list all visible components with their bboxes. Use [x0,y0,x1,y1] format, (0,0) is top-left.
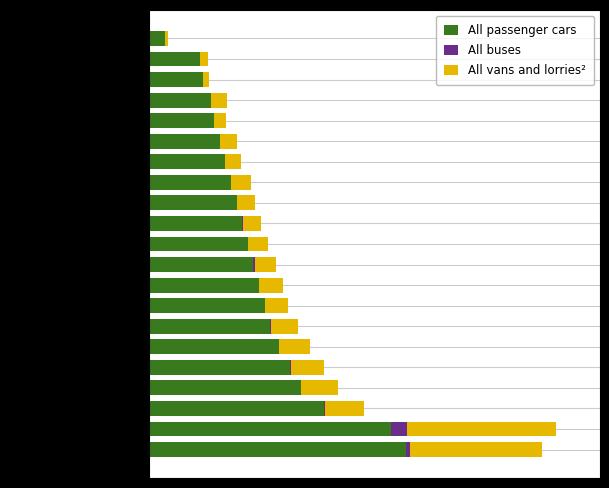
Bar [407,422,557,436]
Bar [290,360,291,375]
Bar [149,442,406,457]
Bar [214,113,227,128]
Bar [248,237,267,251]
Bar [279,339,310,354]
Bar [149,175,231,190]
Bar [236,196,255,210]
Bar [149,278,259,292]
Bar [149,72,203,87]
Bar [265,298,288,313]
Bar [301,381,338,395]
Bar [149,216,242,231]
Bar [243,216,261,231]
Bar [211,93,227,107]
Bar [291,360,324,375]
Bar [149,422,392,436]
Bar [149,298,265,313]
Bar [149,196,236,210]
Bar [149,339,279,354]
Bar [324,401,325,416]
Bar [253,257,255,272]
Bar [220,134,236,149]
Bar [410,442,543,457]
Bar [203,72,209,87]
Bar [149,154,225,169]
Bar [149,319,270,334]
Bar [149,134,220,149]
Bar [149,237,248,251]
Bar [149,31,165,46]
Bar [200,52,208,66]
Bar [392,422,407,436]
Bar [149,381,301,395]
Legend: All passenger cars, All buses, All vans and lorries²: All passenger cars, All buses, All vans … [436,16,594,85]
Bar [149,52,200,66]
Bar [272,319,298,334]
Bar [255,257,276,272]
Bar [259,278,283,292]
Bar [149,257,253,272]
Bar [149,93,211,107]
Bar [325,401,364,416]
Bar [149,360,290,375]
Bar [149,401,324,416]
Bar [165,31,168,46]
Bar [231,175,250,190]
Bar [225,154,241,169]
Bar [270,319,272,334]
Bar [149,113,214,128]
Bar [242,216,243,231]
Bar [406,442,410,457]
